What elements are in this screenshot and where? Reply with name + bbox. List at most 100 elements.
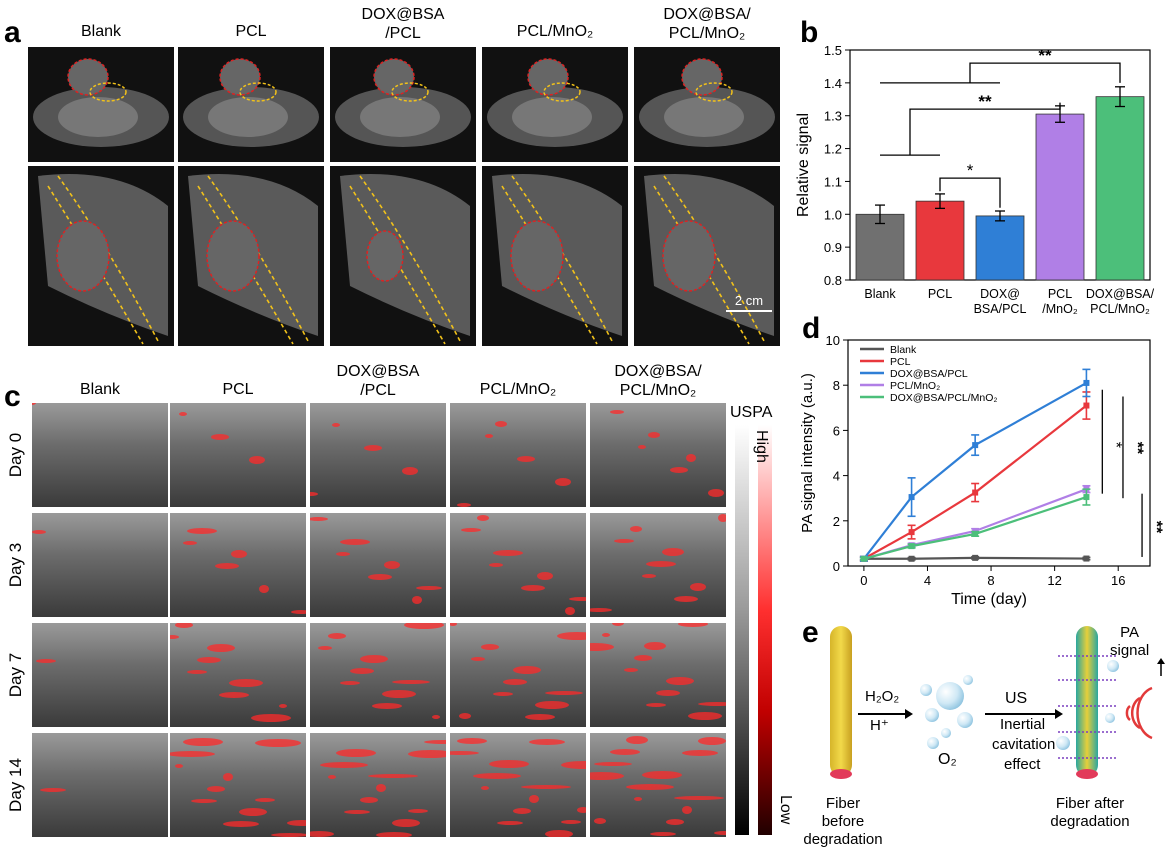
chart-d-point — [908, 555, 915, 562]
fiber-before-caption: Fiber before degradation — [803, 795, 883, 849]
chart-d-point — [908, 543, 915, 550]
colorbar-high-label: High — [753, 430, 770, 463]
chart-d-sig-label: ** — [1148, 521, 1165, 534]
pa-image-tile — [450, 403, 586, 507]
pa-signal-line1: PA — [1120, 624, 1140, 641]
chart-d-ytick-label: 8 — [833, 378, 840, 393]
fiber-before-caption-line1: Fiber before — [821, 795, 865, 830]
chart-b-category-label: DOX@BSA/ — [1086, 287, 1155, 301]
panel-a-column-label: DOX@BSA/PCL — [330, 5, 476, 43]
chart-b-category-label: PCL/MnO₂ — [1090, 302, 1150, 316]
chart-d-xtick-label: 12 — [1047, 573, 1061, 588]
pa-image-tile — [170, 403, 306, 507]
chart-b-bar — [1035, 113, 1085, 281]
pa-image-tile — [170, 623, 306, 727]
o2-bubble — [1105, 713, 1115, 723]
o2-bubble — [925, 708, 939, 722]
chart-d-point — [1083, 494, 1090, 501]
chart-d-point — [972, 489, 979, 496]
pa-image-tile — [450, 733, 586, 837]
step1-bottom: H⁺ — [870, 717, 889, 734]
panel-c-column-label: DOX@BSA/PCL/MnO₂ — [590, 362, 726, 400]
fiber-arrows — [1058, 655, 1116, 759]
fiber-after-caption: Fiber after degradation — [1040, 795, 1140, 831]
chart-d-legend-label: Blank — [890, 344, 917, 356]
pa-image-tile — [310, 513, 446, 617]
chart-d-xtick-label: 8 — [987, 573, 994, 588]
panel-c-row-label: Day 3 — [6, 542, 25, 588]
chart-b-ylabel: Relative signal — [795, 113, 812, 217]
mri-axial-image — [634, 47, 780, 162]
fiber-after-caption-line2: degradation — [1050, 813, 1130, 830]
fiber-before-body — [830, 626, 852, 776]
o2-bubble — [936, 682, 964, 710]
mri-axial-image — [178, 47, 324, 162]
step2-top: US — [1005, 690, 1028, 707]
pa-image-tile — [32, 403, 168, 507]
pa-signal-line2: signal — [1110, 642, 1150, 659]
chart-d-legend-label: PCL/MnO₂ — [890, 380, 940, 392]
chart-d-series-line — [863, 496, 1087, 560]
fiber-before-caption-line2: degradation — [803, 831, 883, 848]
o2-bubble — [963, 675, 973, 685]
pa-image-tile — [590, 403, 726, 507]
chart-d-legend-label: PCL — [890, 356, 911, 368]
chart-b-ytick-label: 0.9 — [824, 240, 842, 255]
o2-bubble — [1056, 736, 1070, 750]
chart-b-category-label: PCL — [1048, 287, 1072, 301]
panel-c-row-label: Day 0 — [6, 432, 25, 478]
mri-coronal-image — [178, 166, 324, 346]
column-label-line1: Blank — [80, 23, 122, 40]
column-label-line1: DOX@BSA/ — [614, 363, 702, 380]
chart-d-point — [972, 442, 979, 449]
column-label-line2: PCL/MnO₂ — [668, 25, 746, 42]
fiber-after-body — [1076, 626, 1098, 776]
panel-b-label: b — [800, 16, 819, 49]
chart-d-ytick-label: 10 — [826, 333, 840, 348]
pa-image-tile — [310, 403, 446, 507]
column-label-line1: Blank — [79, 381, 121, 398]
pa-image-tile — [310, 733, 446, 837]
fiber-after-caption-line1: Fiber after — [1055, 795, 1125, 812]
step2-line1: Inertial — [1000, 716, 1046, 733]
mri-coronal-image — [330, 166, 476, 346]
chart-d-ytick-label: 0 — [833, 559, 840, 574]
pa-image-tile — [450, 623, 586, 727]
chart-b-bar — [975, 215, 1025, 281]
chart-d-legend-label: DOX@BSA/PCL — [890, 368, 968, 380]
chart-b-ytick-label: 1.4 — [824, 76, 842, 91]
chart-d-xtick-label: 16 — [1111, 573, 1125, 588]
chart-d-ytick-label: 6 — [833, 423, 840, 438]
chart-d-point — [972, 554, 979, 561]
chart-d-significance-lines — [1101, 389, 1143, 557]
panel-c-column-label: DOX@BSA/PCL — [310, 362, 446, 400]
chart-b-ytick-label: 0.8 — [824, 273, 842, 288]
chart-b-sig-label: * — [967, 161, 974, 180]
chart-b-ytick-label: 1.0 — [824, 207, 842, 222]
chart-d-point — [1083, 402, 1090, 409]
pa-image-tile — [170, 513, 306, 617]
colorbar-low-label: Low — [777, 795, 794, 825]
colorbar-title: USPA — [730, 404, 773, 421]
chart-b-significance-brackets — [880, 62, 1121, 208]
scale-bar-2cm: 2 cm — [726, 293, 772, 312]
chart-d-ytick-label: 4 — [833, 469, 840, 484]
chart-b: 0.8 0.9 1.0 1.1 1.2 1.3 1.4 1.5 Relative signal B… — [795, 43, 1155, 316]
chart-d-point — [908, 494, 915, 501]
chart-b-ytick-label: 1.2 — [824, 142, 842, 157]
arrow-2-head — [1055, 709, 1063, 719]
pa-image-tile — [32, 733, 168, 837]
chart-d-legend-label: DOX@BSA/PCL/MnO₂ — [890, 392, 998, 404]
panel-a-column-label: PCL — [178, 22, 324, 41]
panel-a-column-label: DOX@BSA/PCL/MnO₂ — [634, 5, 780, 43]
chart-d-series-line — [863, 556, 1087, 560]
mri-axial-image — [28, 47, 174, 162]
chart-b-ytick-label: 1.1 — [824, 174, 842, 189]
mri-coronal-image — [482, 166, 628, 346]
step2-line3: effect — [1004, 756, 1041, 773]
chart-d: 0 2 4 6 8 10 0 4 8 12 16 Time (day) PA signal intens… — [799, 333, 1165, 608]
chart-b-bar — [1095, 96, 1145, 281]
panel-c-row-label: Day 7 — [6, 652, 25, 698]
chart-b-ytick-label: 1.3 — [824, 109, 842, 124]
o2-bubble — [927, 737, 939, 749]
